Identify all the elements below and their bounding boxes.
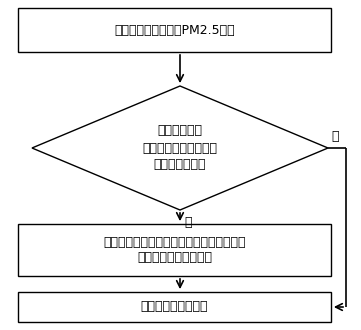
Text: 保存并显示测量结果: 保存并显示测量结果: [141, 301, 208, 313]
Text: 调整校正系数为该测量结果对应子量程内的
校正系数，并重新测量: 调整校正系数为该测量结果对应子量程内的 校正系数，并重新测量: [103, 236, 246, 264]
Bar: [18, 292, 331, 322]
Text: 判断测量结果
是否属于当前校正系数
所对应的子量程: 判断测量结果 是否属于当前校正系数 所对应的子量程: [143, 124, 217, 172]
Bar: [18, 8, 331, 52]
Text: 是: 是: [331, 130, 339, 143]
Bar: [18, 224, 331, 276]
Text: 以当前校正系数进行PM2.5测量: 以当前校正系数进行PM2.5测量: [114, 23, 235, 37]
Text: 否: 否: [184, 216, 191, 229]
Polygon shape: [32, 86, 328, 210]
